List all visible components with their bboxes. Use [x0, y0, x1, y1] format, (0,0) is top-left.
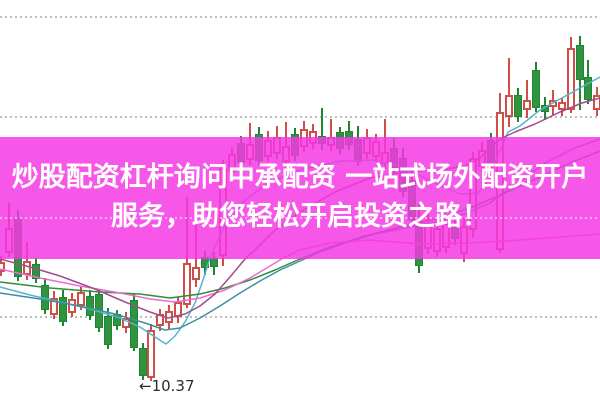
candle-up [147, 330, 155, 378]
candle-up [558, 102, 566, 110]
candle-down [139, 348, 147, 376]
candle-down [532, 70, 540, 108]
candle-up [567, 48, 575, 110]
left-arrow-icon: ← [139, 377, 152, 395]
candle-down [32, 264, 40, 279]
candle-down [514, 95, 522, 117]
low-price-value: 10.37 [151, 377, 195, 395]
candle-up [50, 298, 58, 315]
gridline [0, 316, 600, 318]
candle-wick [526, 80, 528, 118]
low-price-annotation: ←10.37 [139, 378, 195, 395]
candle-down [86, 296, 94, 316]
candle-up [505, 95, 513, 117]
banner-text-line-1: 炒股配资杠杆询问中承配资 一站式场外配资开户 [11, 162, 589, 193]
candle-up [183, 263, 191, 305]
candle-up [192, 267, 200, 280]
candle-wick [321, 108, 323, 150]
candle-up [122, 318, 130, 328]
candle-down [104, 316, 112, 345]
candle-up [77, 292, 85, 306]
candle-up [523, 100, 531, 110]
candle-down [584, 77, 592, 100]
gridline [0, 16, 600, 18]
banner-text-line-2: 服务，助您轻松开启投资之路！ [111, 201, 489, 232]
candle-wick [330, 119, 332, 151]
candle-up [0, 262, 5, 272]
candle-wick [508, 58, 510, 127]
gridline [0, 116, 600, 118]
candle-down [576, 45, 584, 80]
gridline-through-banner [0, 217, 600, 219]
candle-up [23, 261, 31, 275]
promo-banner-overlay: 炒股配资杠杆询问中承配资 一站式场外配资开户 服务，助您轻松开启投资之路！ [0, 137, 600, 259]
candle-down [59, 297, 67, 322]
